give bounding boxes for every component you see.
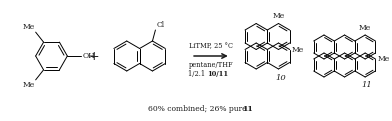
Text: OH: OH — [82, 52, 95, 60]
Text: 1/2.1: 1/2.1 — [188, 70, 207, 78]
Text: 60% combined; 26% pure: 60% combined; 26% pure — [147, 105, 249, 113]
Text: +: + — [89, 49, 100, 63]
Text: 10: 10 — [275, 74, 286, 82]
Text: 10/11: 10/11 — [207, 70, 228, 78]
Text: Me: Me — [272, 12, 285, 20]
Text: Me: Me — [359, 24, 371, 32]
Text: Me: Me — [377, 55, 390, 63]
Text: 11: 11 — [362, 81, 372, 89]
Text: LiTMP, 25 °C: LiTMP, 25 °C — [189, 42, 233, 50]
Text: Me: Me — [22, 81, 34, 89]
Text: Me: Me — [292, 45, 304, 53]
Text: 11: 11 — [241, 105, 252, 113]
Text: Cl: Cl — [156, 21, 165, 29]
Text: Me: Me — [22, 23, 34, 31]
Text: pentane/THF: pentane/THF — [189, 61, 233, 69]
